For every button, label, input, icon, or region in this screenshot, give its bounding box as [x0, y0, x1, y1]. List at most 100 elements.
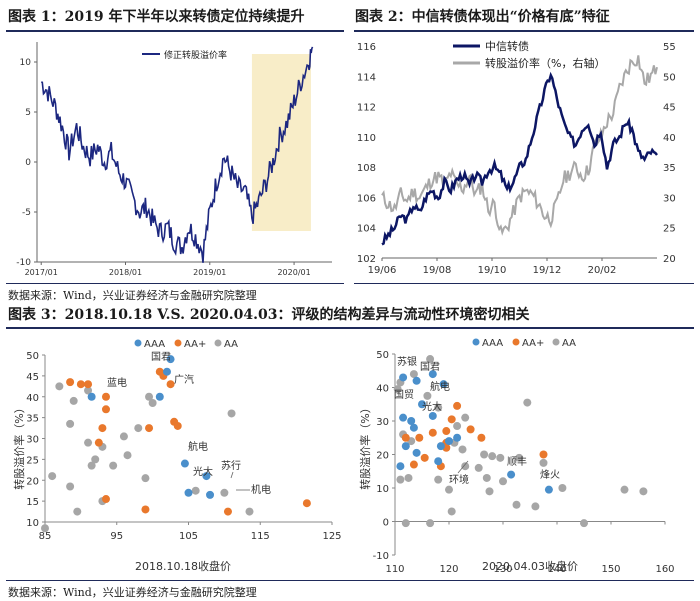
point-aa — [580, 519, 588, 528]
point-aaa — [87, 392, 96, 401]
point-aa — [445, 485, 453, 494]
legend-marker — [174, 339, 182, 347]
point-aaa — [399, 373, 408, 382]
legend-marker — [134, 339, 142, 347]
left-y-tick-label: 110 — [357, 133, 376, 144]
legend-label-citic: 中信转债 — [485, 39, 529, 53]
point-aa — [458, 445, 467, 454]
point-aaa — [396, 462, 405, 471]
point-aa — [423, 391, 432, 400]
point-aa — [426, 355, 435, 364]
point-aaa — [453, 433, 462, 442]
point-aaa — [507, 470, 516, 479]
figure1-bottom-rule — [6, 283, 344, 284]
y-tick-label: 20 — [376, 451, 389, 462]
point-aa — [558, 484, 567, 492]
annotation: 机电 — [251, 483, 271, 496]
point-aa — [453, 422, 462, 431]
point-aaplus — [409, 460, 418, 469]
point-aaa — [401, 442, 410, 451]
point-aa — [461, 413, 470, 422]
right-y-tick-label: 35 — [663, 163, 676, 174]
x-tick-label: 20/02 — [588, 265, 617, 276]
point-aaplus — [420, 453, 429, 462]
annotation: 顺丰 — [507, 455, 527, 468]
annotation: 苏行 — [221, 459, 241, 472]
point-aa — [401, 519, 410, 528]
point-aa — [87, 461, 96, 470]
x-tick-label: 2017/01 — [25, 268, 58, 277]
point-aa — [48, 472, 57, 481]
point-aa — [523, 398, 532, 407]
y-tick-label: 0 — [383, 518, 389, 529]
annotation: 国贸 — [394, 389, 414, 401]
y-tick-label: 10 — [20, 58, 32, 68]
point-aa — [539, 458, 548, 467]
left-y-axis-label: 转股溢价率（%） — [12, 402, 26, 489]
point-aa — [123, 451, 132, 460]
annotation: 航电 — [430, 380, 450, 393]
left-y-tick-label: 112 — [357, 103, 376, 114]
figure1-title: 图表 1：2019 年下半年以来转债定位持续提升 — [8, 9, 305, 25]
source-note-bottom: 数据来源：Wind，兴业证券经济与金融研究院整理 — [8, 586, 257, 599]
x-tick-label: 19/12 — [533, 265, 562, 276]
x-tick-label: 19/10 — [478, 265, 507, 276]
right-y-tick-label: 50 — [663, 72, 676, 83]
y-tick-label: -5 — [22, 208, 31, 218]
point-aa — [109, 461, 118, 470]
right-y-tick-label: 40 — [663, 133, 676, 144]
point-aa — [515, 453, 524, 462]
figure2-bottom-rule — [354, 283, 694, 284]
legend-label: AA — [224, 339, 238, 350]
point-aa — [482, 473, 491, 482]
annotation-leader — [230, 471, 234, 479]
point-aa — [434, 475, 443, 484]
point-aaa — [409, 423, 418, 432]
point-aaa — [418, 400, 426, 409]
point-aaplus — [84, 380, 93, 389]
x-tick-label: 120 — [439, 564, 458, 575]
legend-marker — [214, 339, 222, 347]
point-aaplus — [98, 424, 107, 433]
y-tick-label: 35 — [26, 414, 39, 425]
y-tick-label: 15 — [26, 497, 39, 508]
point-aaplus — [101, 405, 110, 414]
annotation: 蓝电 — [107, 376, 127, 389]
point-aaplus — [428, 428, 437, 437]
point-aaa — [180, 459, 189, 468]
series-line-citic-bond — [381, 71, 658, 246]
y-tick-label: 30 — [26, 435, 39, 446]
point-aa — [496, 453, 505, 462]
figure3-title: 图表 3：2018.10.18 V.S. 2020.04.03：评级的结构差异与… — [8, 307, 530, 323]
series-line-premium — [41, 46, 314, 263]
point-aaa — [407, 417, 416, 425]
point-aa — [220, 488, 229, 497]
point-aa — [84, 386, 93, 395]
x-tick-label: 19/08 — [423, 265, 452, 276]
point-aaa — [184, 488, 193, 497]
y-tick-label: 0 — [25, 158, 31, 168]
point-aaplus — [415, 433, 424, 442]
point-aaplus — [101, 495, 110, 504]
x-tick-label: 130 — [493, 564, 512, 575]
annotation: 航电 — [188, 440, 208, 453]
legend-marker — [552, 338, 560, 346]
legend-label: AAA — [144, 339, 165, 350]
x-tick-label: 2018/01 — [109, 268, 142, 277]
annotation: 国君 — [151, 351, 171, 363]
point-aa — [91, 455, 100, 464]
annotation: 苏银 — [397, 355, 417, 368]
point-aa — [396, 475, 405, 484]
point-aa — [191, 486, 200, 495]
point-aa — [134, 424, 143, 433]
x-tick-label: 105 — [179, 531, 198, 542]
point-aaplus — [141, 505, 150, 514]
point-aa — [141, 474, 150, 483]
legend-label: AA+ — [522, 338, 544, 349]
point-aaplus — [477, 433, 486, 442]
annotation-leader — [457, 460, 469, 474]
point-aaa — [439, 380, 448, 389]
x-tick-label: 2020/01 — [277, 268, 310, 277]
figure2-title-rule — [354, 30, 694, 32]
point-aa — [485, 487, 494, 496]
